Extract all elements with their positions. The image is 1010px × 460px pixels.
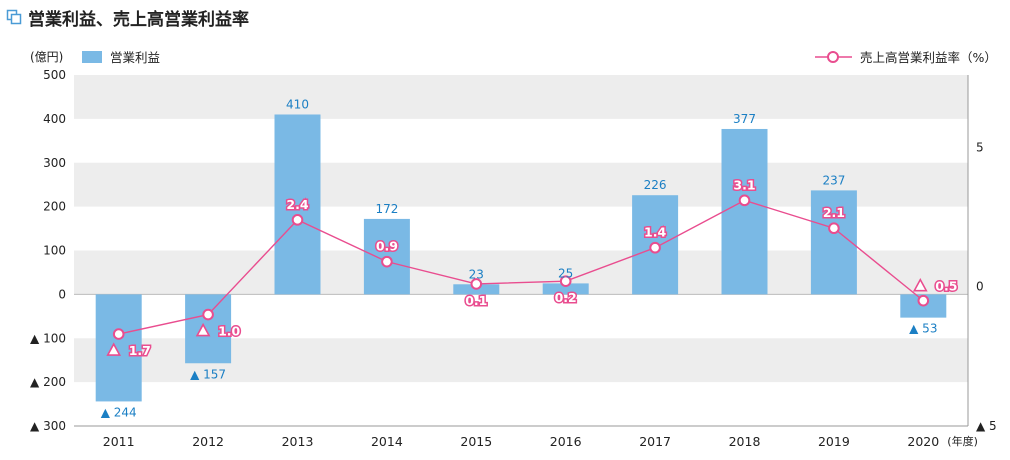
rate-value-label: 0.9	[376, 239, 398, 254]
chart-header: 営業利益、売上高営業利益率	[6, 4, 249, 30]
bar-value-label: 410	[286, 97, 309, 111]
y-left-tick-label: 200	[43, 200, 66, 214]
bar-value-label: 226	[644, 178, 667, 192]
legend: (億円) 営業利益 売上高営業利益率（%）	[30, 50, 997, 65]
y-left-tick-label: 100	[43, 244, 66, 258]
rate-point	[112, 328, 125, 340]
line-series	[112, 194, 930, 340]
x-tick-label: 2015	[460, 434, 492, 449]
rate-value-label: 2.1	[823, 205, 845, 220]
legend-bar-swatch	[82, 51, 102, 63]
rate-point	[649, 241, 661, 254]
x-tick-label: 2011	[103, 434, 135, 449]
rate-point	[828, 222, 840, 235]
rate-value-label: 0.2	[555, 290, 577, 305]
rate-value-label: 1.4	[644, 225, 666, 240]
x-tick-label: 2013	[282, 434, 314, 449]
y-left-tick-label: 500	[43, 68, 66, 82]
rate-value-label: 0.1	[465, 293, 487, 308]
rate-line	[118, 199, 924, 335]
bar-value-label: 172	[375, 202, 398, 216]
rate-point	[291, 214, 304, 226]
rate-value-label: 1.7	[129, 343, 151, 358]
legend-line-marker	[827, 51, 839, 63]
legend-bar-label: 営業利益	[110, 50, 160, 65]
page-title: 営業利益、売上高営業利益率	[28, 9, 249, 30]
bar	[274, 114, 321, 295]
y-left-unit: (億円)	[30, 50, 63, 64]
negative-marker-icon	[195, 322, 211, 337]
bar-value-label: 23	[469, 267, 484, 281]
y-left-tick-label: 300	[43, 156, 66, 170]
rate-point	[470, 278, 483, 290]
bar-value-label: ▲ 53	[909, 322, 937, 336]
bar	[185, 294, 232, 364]
y-left-tick-label: 400	[43, 112, 66, 126]
y-right-tick-label: 0	[976, 280, 984, 294]
bar	[542, 283, 589, 295]
bar-value-label: ▲ 157	[190, 367, 226, 381]
bar	[95, 294, 142, 402]
y-left-tick-label: ▲ 300	[30, 419, 66, 433]
y-left-tick-label: 0	[58, 287, 66, 301]
y-right-tick-label: 5	[976, 140, 984, 154]
bar	[810, 190, 857, 295]
x-tick-label: 2016	[550, 434, 582, 449]
legend-line-label: 売上高営業利益率（%）	[860, 50, 997, 65]
y-left-tick-label: ▲ 100	[30, 331, 66, 345]
bar-value-label: 237	[822, 173, 845, 187]
x-tick-label: 2020	[907, 434, 939, 449]
bar-value-label: 25	[558, 266, 573, 280]
bar-value-label: 377	[733, 112, 756, 126]
y-left-tick-label: ▲ 200	[30, 375, 66, 389]
bar-value-label: ▲ 244	[101, 405, 137, 419]
x-axis-unit: (年度)	[947, 434, 978, 448]
rate-point	[381, 255, 393, 268]
grid-band	[74, 75, 968, 119]
x-tick-label: 2014	[371, 434, 403, 449]
x-tick-label: 2019	[818, 434, 850, 449]
y-right-tick-label: ▲ 5	[976, 419, 997, 433]
x-tick-label: 2017	[639, 434, 671, 449]
x-tick-label: 2018	[729, 434, 761, 449]
data-labels: ▲ 244 ▲ 157 410 172 23 25 226 377 237 ▲ 53 1.7 1.0 2…	[101, 97, 959, 419]
negative-marker-icon	[912, 277, 928, 292]
rate-value-label: 3.1	[733, 177, 755, 192]
rate-value-label: 0.5	[935, 279, 957, 294]
rate-point	[917, 294, 930, 307]
rate-point	[202, 308, 214, 321]
negative-marker-icon	[106, 342, 122, 356]
x-tick-label: 2012	[192, 434, 224, 449]
rate-point	[559, 275, 572, 287]
bar	[721, 128, 768, 295]
rate-value-label: 1.0	[218, 324, 240, 339]
window-icon	[6, 9, 22, 25]
rate-point	[738, 194, 751, 207]
rate-value-label: 2.4	[286, 197, 308, 212]
